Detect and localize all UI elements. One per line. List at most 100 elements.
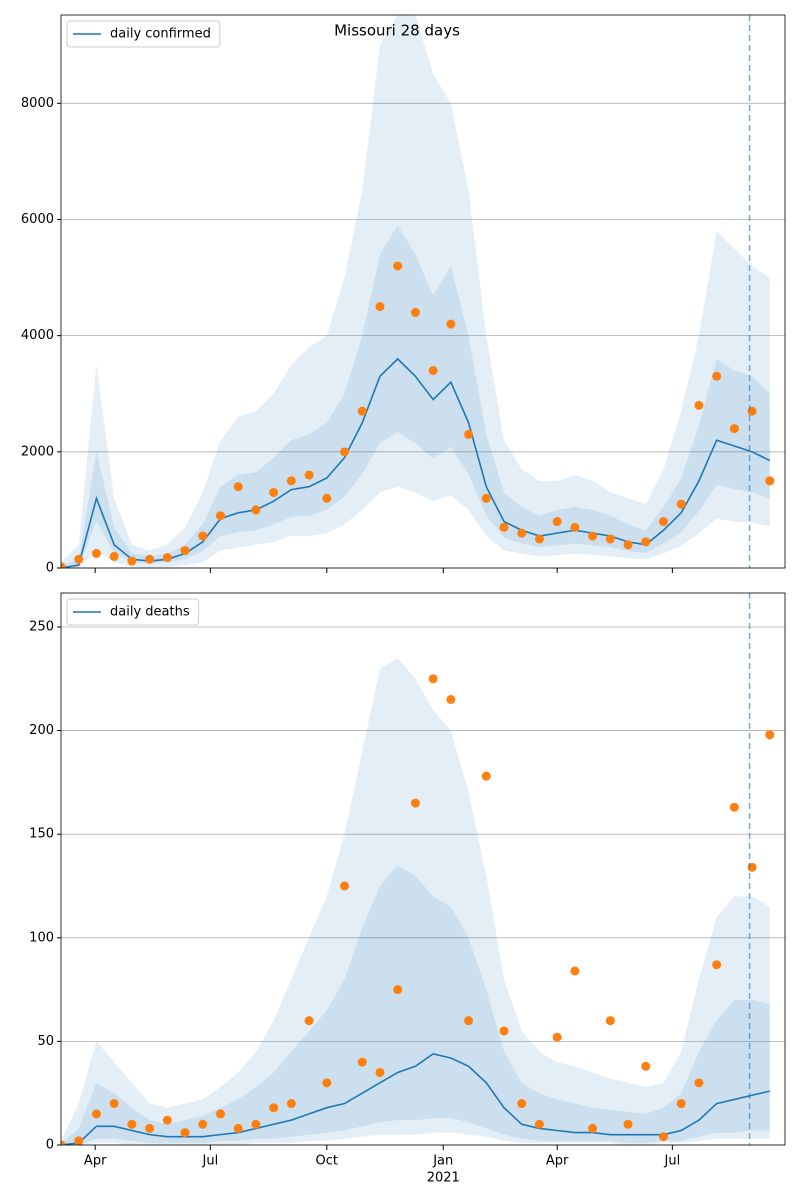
scatter-point	[91, 1109, 101, 1119]
scatter-point	[729, 802, 739, 812]
scatter-point	[304, 470, 314, 480]
scatter-point	[357, 1057, 367, 1067]
scatter-point	[215, 511, 225, 521]
scatter-point	[446, 319, 456, 329]
x-tick-label: Jul	[664, 1154, 681, 1169]
scatter-point	[322, 493, 332, 503]
scatter-point	[765, 730, 775, 740]
y-tick-label: 0	[46, 1138, 54, 1153]
scatter-point	[446, 695, 456, 705]
scatter-point	[233, 1123, 243, 1133]
scatter-point	[712, 960, 722, 970]
y-tick-label: 200	[29, 723, 54, 738]
chart-title: Missouri 28 days	[334, 22, 460, 40]
scatter-point	[552, 517, 562, 527]
line	[61, 357, 771, 568]
scatter-point	[198, 531, 208, 541]
scatter-point	[481, 771, 491, 781]
scatter-point	[304, 1016, 314, 1026]
scatter-point	[694, 1078, 704, 1088]
scatter-point	[251, 505, 261, 515]
uncertainty-band	[61, 15, 770, 568]
scatter-point	[605, 1016, 615, 1026]
scatter-point	[517, 1099, 527, 1109]
legend-box	[66, 598, 200, 626]
scatter-point	[127, 556, 137, 566]
x-tick-label: Oct	[316, 1154, 338, 1169]
scatter-point	[588, 531, 598, 541]
y-tick-label: 2000	[21, 444, 54, 459]
scatter-point	[375, 302, 385, 312]
scatter-point	[74, 554, 84, 564]
scatter-point	[676, 499, 686, 509]
scatter-point	[410, 307, 420, 317]
scatter-point	[623, 540, 633, 550]
scatter-point	[658, 517, 668, 527]
uncertainty-band	[61, 865, 770, 1145]
scatter-point	[286, 1099, 296, 1109]
scatter-point	[570, 966, 580, 976]
scatter-point	[269, 487, 279, 497]
scatter-point	[765, 476, 775, 486]
scatter-point	[676, 1099, 686, 1109]
y-tick-label: 100	[29, 930, 54, 945]
x-year-label: 2021	[427, 1171, 460, 1186]
scatter-point	[464, 429, 474, 439]
scatter-point	[375, 1067, 385, 1077]
scatter-point	[286, 476, 296, 486]
scatter-point	[694, 400, 704, 410]
scatter-point	[215, 1109, 225, 1119]
line	[61, 1052, 770, 1145]
scatter-point	[180, 546, 190, 556]
scatter-point	[74, 1136, 84, 1145]
scatter-point	[180, 1128, 190, 1138]
scatter-point	[534, 534, 544, 544]
scatter-point	[410, 798, 420, 808]
scatter-point	[145, 554, 155, 564]
scatter-point	[127, 1119, 137, 1129]
scatter-point	[481, 493, 491, 503]
x-tick-label: Jul	[202, 1154, 219, 1169]
scatter-point	[570, 522, 580, 532]
x-tick-label: Jan	[432, 1154, 453, 1169]
scatter-point	[233, 482, 243, 492]
scatter-point	[534, 1119, 544, 1129]
scatter-point	[145, 1123, 155, 1133]
scatter-point	[517, 528, 527, 538]
scatter-point	[162, 553, 172, 563]
scatter-point	[162, 1115, 172, 1125]
axes-frame	[60, 14, 786, 569]
legend-label: daily deaths	[110, 605, 190, 620]
scatter-point	[712, 371, 722, 381]
scatter-point	[340, 881, 350, 891]
x-tick-label: Apr	[546, 1154, 569, 1169]
scatter-point	[588, 1123, 598, 1133]
scatter-point	[91, 548, 101, 558]
y-tick-label: 4000	[21, 328, 54, 343]
scatter-point	[729, 424, 739, 434]
scatter-point	[641, 1061, 651, 1071]
scatter-point	[393, 261, 403, 271]
y-tick-label: 8000	[21, 96, 54, 111]
scatter-point	[109, 551, 119, 561]
uncertainty-band	[61, 658, 770, 1145]
scatter-point	[109, 1099, 119, 1109]
legend-label: daily confirmed	[110, 27, 211, 42]
legend-box	[66, 20, 221, 48]
scatter-point	[623, 1119, 633, 1129]
y-tick-label: 6000	[21, 212, 54, 227]
scatter-point	[61, 1140, 66, 1145]
scatter-point	[322, 1078, 332, 1088]
scatter-point	[464, 1016, 474, 1026]
scatter-point	[357, 406, 367, 416]
scatter-point	[251, 1119, 261, 1129]
x-tick-label: Apr	[84, 1154, 107, 1169]
scatter-point	[552, 1032, 562, 1042]
scatter-point	[269, 1103, 279, 1113]
scatter-point	[428, 366, 438, 375]
scatter-point	[61, 562, 66, 568]
y-tick-label: 250	[29, 619, 54, 634]
y-tick-label: 50	[37, 1034, 54, 1049]
y-tick-label: 150	[29, 827, 54, 842]
